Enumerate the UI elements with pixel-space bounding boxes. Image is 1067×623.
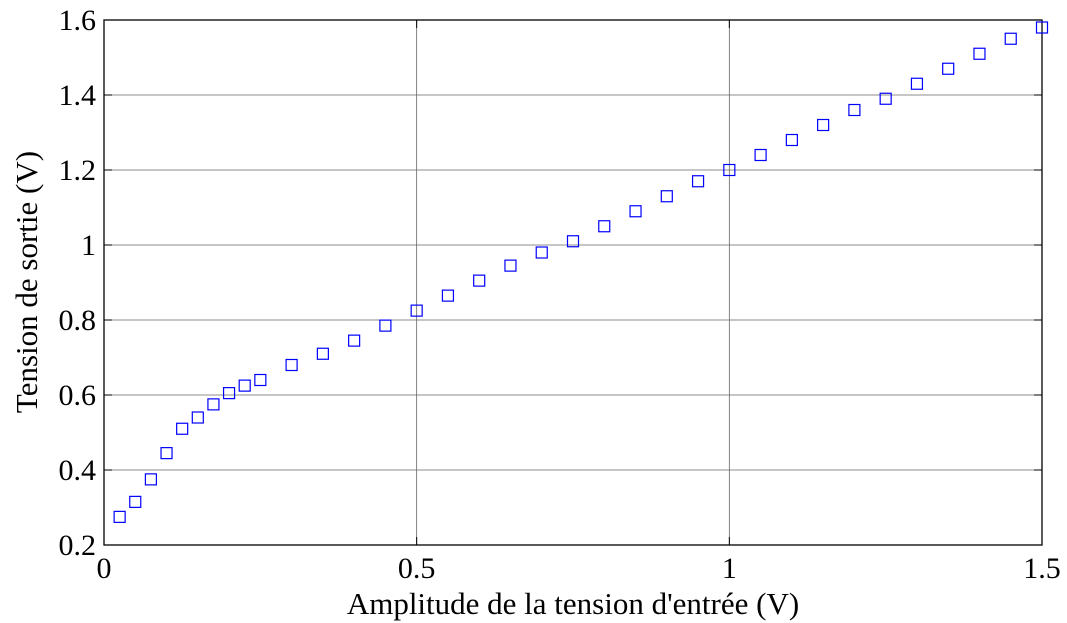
data-point [723,163,736,177]
y-tick-label: 0.4 [59,454,97,487]
y-axis-label: Tension de sortie (V) [9,151,44,413]
data-point [1004,32,1017,45]
x-tick-label: 0.5 [398,552,436,585]
data-point [1035,21,1049,34]
x-tick-label: 0 [97,552,112,585]
data-markers [113,21,1049,523]
data-point [973,47,986,60]
data-point [535,246,548,259]
data-point [629,205,642,218]
data-point [910,77,924,90]
data-point [348,334,361,347]
y-tick-label: 1.6 [59,4,97,37]
y-tick-label: 0.6 [59,379,97,412]
x-axis-label: Amplitude de la tension d'entrée (V) [347,586,799,621]
data-point [942,62,955,75]
data-point [222,387,236,400]
y-tick-label: 1.2 [59,154,97,187]
data-point [191,411,204,424]
data-point [254,373,267,387]
data-point [754,148,767,162]
plot-area-frame [103,19,1043,546]
data-point [238,379,251,392]
data-point [379,319,392,332]
data-point [566,235,580,248]
data-point [129,495,142,508]
y-tick-label: 0.2 [59,529,97,562]
data-point [473,274,486,287]
y-tick-label: 1 [81,229,96,262]
data-point [285,358,298,372]
data-point [176,422,189,435]
x-tick-label: 1 [722,552,737,585]
data-point [160,447,173,460]
data-point [598,220,611,233]
data-point [316,347,329,360]
data-point [785,133,798,147]
x-tick-label: 1.5 [1023,552,1061,585]
data-point [848,103,861,117]
data-point [817,118,830,132]
axis-ticks: 0 0.5 1 1.5 0.2 0.4 0.6 0.8 1 1.2 1.4 1.6 [59,4,1061,585]
data-point [691,175,705,188]
y-tick-label: 1.4 [59,79,97,112]
data-point [113,510,126,523]
data-point [504,259,517,272]
grid-lines [104,20,1042,545]
data-point [879,92,892,105]
data-point [410,304,423,317]
y-tick-label: 0.8 [59,304,97,337]
data-point [144,473,157,486]
data-point [441,289,455,302]
data-point [660,190,673,203]
data-point [207,398,220,411]
